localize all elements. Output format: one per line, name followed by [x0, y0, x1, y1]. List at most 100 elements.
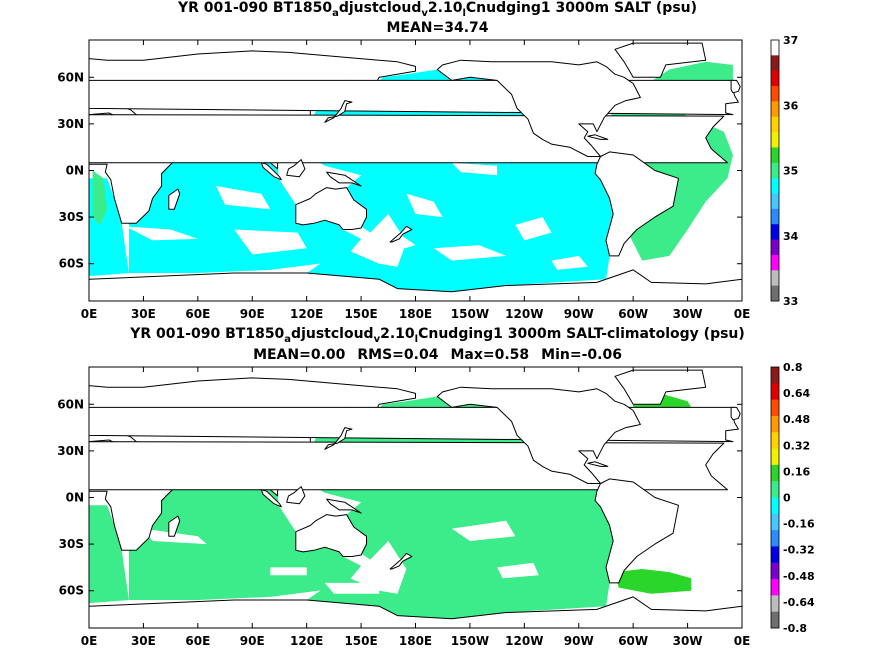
- colorbar-swatch: [771, 101, 779, 118]
- panel1-title: YR 001-090 BT1850adjustcloudv2.10lCnudgi…: [177, 0, 698, 19]
- ocean-anomaly-region-1: [615, 569, 692, 594]
- colorbar-label: -0.16: [783, 518, 815, 531]
- colorbar-label: -0.48: [783, 570, 815, 583]
- ocean-field-2: [89, 505, 129, 604]
- x-tick-label: 30E: [131, 307, 156, 321]
- colorbar-swatch: [771, 579, 779, 596]
- coastline-cuba: [587, 461, 609, 467]
- colorbar-swatch: [771, 224, 779, 240]
- coastline-australia: [295, 187, 367, 230]
- x-tick-label: 30W: [673, 634, 703, 648]
- panel2-stats: MEAN=0.00 RMS=0.04 Max=0.58 Min=-0.06: [0, 347, 875, 363]
- colorbar-label: 0.16: [783, 465, 810, 478]
- y-tick-label: 60N: [57, 397, 84, 411]
- colorbar-swatch: [771, 239, 779, 256]
- colorbar-swatch: [771, 464, 779, 482]
- map-area: [89, 367, 742, 628]
- coastline-europeW: [89, 406, 739, 443]
- x-tick-label: 150W: [451, 307, 489, 321]
- missing-data-patch-0: [143, 528, 207, 545]
- missing-data-patch-2: [451, 520, 516, 541]
- coastline-northAm: [436, 59, 641, 157]
- panel1-mean: MEAN=34.74: [386, 20, 489, 36]
- coastline-borneo: [286, 159, 306, 178]
- coastline-japan: [324, 100, 353, 123]
- x-tick-label: 120E: [290, 634, 323, 648]
- missing-data-patch-4: [497, 562, 539, 579]
- colorbar-frame: [770, 366, 780, 629]
- coastline-cuba: [587, 134, 609, 140]
- colorbar-swatch: [771, 40, 779, 56]
- coastline-uk: [730, 79, 741, 94]
- coastline-europeW: [89, 79, 739, 116]
- coastline-antarctica: [89, 596, 742, 628]
- map-area: [89, 40, 742, 301]
- coastline-nz: [389, 225, 413, 243]
- colorbar-swatch: [771, 254, 779, 271]
- missing-data-patch-1: [234, 229, 307, 255]
- coastline-madagascar: [168, 515, 181, 537]
- colorbar-frame: [770, 39, 780, 302]
- colorbar-label: 0.32: [783, 439, 810, 452]
- colorbar-label: 34: [783, 230, 799, 243]
- colorbar-swatch: [771, 116, 779, 133]
- coastline-madagascar: [168, 188, 181, 210]
- y-tick-label: 0N: [66, 164, 84, 178]
- colorbar-swatch: [771, 208, 779, 225]
- x-tick-label: 90W: [564, 634, 594, 648]
- colorbar-swatch: [771, 399, 779, 417]
- colorbar-swatch: [771, 415, 779, 433]
- missing-data-patch-3: [270, 567, 307, 576]
- y-tick-label: 30S: [59, 537, 84, 551]
- x-tick-label: 90E: [240, 307, 265, 321]
- x-tick-label: 60W: [618, 634, 648, 648]
- colorbar-swatch: [771, 367, 779, 384]
- missing-data-patch-8: [551, 255, 588, 270]
- map-panel-salt: 0E 30E 60E 90E 120E 150E 180E 150W 120W 90W 60W 30W…: [57, 34, 798, 321]
- x-tick-label: 150E: [344, 307, 377, 321]
- coastline-newguinea: [326, 498, 362, 514]
- colorbar-swatch: [771, 383, 779, 401]
- x-tick-label: 0E: [81, 634, 98, 648]
- colorbar-swatch: [771, 147, 779, 164]
- colorbar-swatch: [771, 611, 779, 629]
- x-tick-label: 180E: [399, 634, 432, 648]
- colorbar-swatch: [771, 595, 779, 613]
- panel2-mean: MEAN=0.00: [253, 347, 346, 363]
- colorbar-swatch: [771, 86, 779, 102]
- y-tick-label: 0N: [66, 491, 84, 505]
- colorbar-label: 33: [783, 295, 798, 308]
- x-tick-label: 60E: [185, 634, 210, 648]
- colorbar-swatch: [771, 132, 779, 148]
- map-panel-salt-anomaly: 0E 30E 60E 90E 120E 150E 180E 150W 120W 90W 60W 30W…: [57, 361, 815, 648]
- colorbar-label: -0.64: [783, 596, 815, 609]
- panel2-min: Min=-0.06: [541, 347, 622, 363]
- colorbar-swatch: [771, 270, 779, 287]
- colorbar-label: 35: [783, 165, 798, 178]
- colorbar-swatch: [771, 546, 779, 564]
- colorbar-swatch: [771, 513, 779, 531]
- x-tick-label: 0E: [81, 307, 98, 321]
- colorbar-swatch: [771, 193, 779, 210]
- x-tick-label: 60W: [618, 307, 648, 321]
- y-tick-label: 60S: [59, 584, 84, 598]
- colorbar-label: 0: [783, 492, 791, 505]
- x-tick-label: 30E: [131, 634, 156, 648]
- y-tick-label: 60N: [57, 70, 84, 84]
- panel2-rms: RMS=0.04: [357, 347, 439, 363]
- coastline-nz: [389, 552, 413, 570]
- colorbar-swatch: [771, 285, 779, 302]
- coastline-japan: [324, 427, 353, 450]
- colorbar-swatch: [771, 562, 779, 580]
- coastline-newguinea: [326, 171, 362, 187]
- x-tick-label: 120W: [505, 307, 543, 321]
- panel1-stats: MEAN=34.74: [0, 20, 875, 36]
- ocean-anomaly-region-3: [92, 170, 108, 225]
- x-tick-label: 60E: [185, 307, 210, 321]
- missing-data-patch-5: [216, 186, 271, 210]
- x-tick-label: 90E: [240, 634, 265, 648]
- coastline-uk: [730, 406, 741, 421]
- colorbar-swatch: [771, 530, 779, 547]
- x-tick-label: 120W: [505, 634, 543, 648]
- y-tick-label: 30N: [57, 117, 84, 131]
